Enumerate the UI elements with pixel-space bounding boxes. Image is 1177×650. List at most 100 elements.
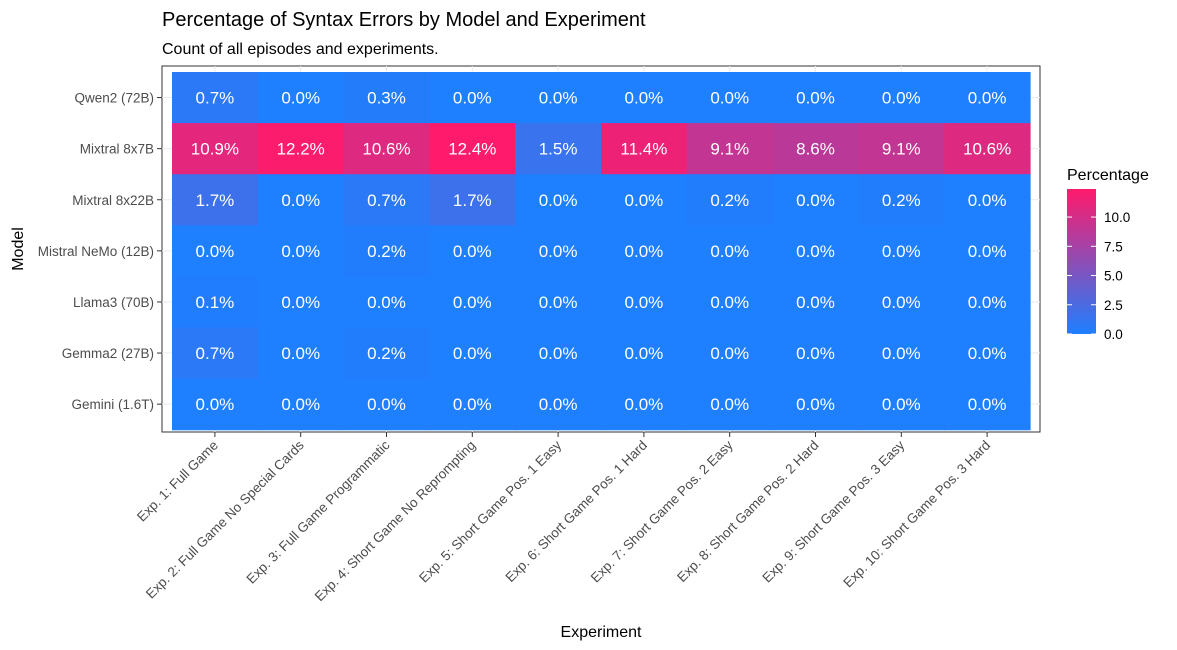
cell-value-label: 0.0%: [539, 191, 578, 210]
y-tick-label: Mistral NeMo (12B): [38, 244, 154, 259]
y-tick-label: Llama3 (70B): [73, 295, 154, 310]
cell-value-label: 0.7%: [196, 89, 235, 108]
legend-tick-label: 2.5: [1104, 298, 1123, 313]
legend-colorbar: [1067, 189, 1096, 334]
heatmap-cells: [172, 72, 1031, 431]
cell-value-label: 0.0%: [196, 242, 235, 261]
legend-title: Percentage: [1067, 167, 1149, 184]
heatmap-cell: [601, 378, 688, 431]
heatmap-cell: [172, 327, 259, 380]
heatmap-cell: [686, 225, 774, 277]
heatmap-cell: [772, 225, 859, 277]
cell-value-label: 9.1%: [882, 140, 921, 159]
heatmap-cell: [601, 72, 688, 124]
heatmap-cell: [257, 174, 345, 226]
cell-value-label: 0.0%: [539, 395, 578, 414]
cell-value-label: 0.0%: [796, 395, 835, 414]
heatmap-cell: [257, 276, 345, 329]
x-tick-label: Exp. 9: Short Game Pos. 3 Easy: [759, 437, 907, 585]
heatmap-cell: [515, 276, 602, 329]
heatmap-cell: [858, 378, 945, 431]
cell-value-label: 0.0%: [281, 395, 320, 414]
cell-value-label: 10.6%: [362, 140, 410, 159]
cell-value-label: 0.0%: [453, 293, 492, 312]
heatmap-cell: [858, 225, 945, 277]
heatmap-cell: [257, 327, 345, 380]
cell-value-label: 0.0%: [710, 242, 749, 261]
cell-value-label: 9.1%: [710, 140, 749, 159]
heatmap-cell: [429, 327, 516, 380]
heatmap-cell: [172, 276, 259, 329]
cell-value-label: 1.7%: [196, 191, 235, 210]
cell-value-label: 0.0%: [796, 242, 835, 261]
cell-value-label: 0.0%: [710, 395, 749, 414]
heatmap-cell: [772, 378, 859, 431]
heatmap-cell: [772, 123, 859, 175]
cell-value-label: 0.0%: [281, 293, 320, 312]
heatmap-cell: [172, 123, 259, 175]
heatmap-cell: [515, 327, 602, 380]
cell-value-label: 0.7%: [367, 191, 406, 210]
cell-value-label: 0.2%: [367, 344, 406, 363]
heatmap-cell: [257, 225, 345, 277]
heatmap-cell: [858, 174, 945, 226]
y-tick-label: Qwen2 (72B): [74, 91, 154, 106]
heatmap-cell: [944, 225, 1031, 277]
cell-value-label: 0.0%: [367, 395, 406, 414]
heatmap-cell: [343, 72, 430, 124]
heatmap-cell: [686, 72, 774, 124]
cell-value-label: 0.0%: [281, 191, 320, 210]
cell-value-label: 0.0%: [796, 344, 835, 363]
legend-tick-label: 5.0: [1104, 269, 1123, 284]
cell-value-label: 0.2%: [882, 191, 921, 210]
cell-value-label: 0.0%: [453, 242, 492, 261]
cell-value-label: 0.0%: [710, 89, 749, 108]
heatmap-cell: [858, 327, 945, 380]
cell-value-label: 0.0%: [625, 293, 664, 312]
heatmap-cell: [944, 276, 1031, 329]
legend-tick-label: 0.0: [1104, 327, 1123, 342]
y-tick-label: Mixtral 8x7B: [80, 142, 154, 157]
heatmap-cell: [257, 378, 345, 431]
heatmap-cell: [944, 327, 1031, 380]
cell-value-label: 0.0%: [539, 242, 578, 261]
heatmap-cell: [172, 72, 259, 124]
cell-value-label: 0.0%: [281, 89, 320, 108]
cell-value-label: 12.4%: [448, 140, 496, 159]
cell-value-label: 0.0%: [367, 293, 406, 312]
cell-value-label: 12.2%: [277, 140, 325, 159]
cell-value-label: 0.7%: [196, 344, 235, 363]
x-tick-label: Exp. 5: Short Game Pos. 1 Easy: [416, 437, 564, 585]
x-tick-label: Exp. 7: Short Game Pos. 2 Easy: [588, 437, 736, 585]
cell-value-label: 8.6%: [796, 140, 835, 159]
cell-value-label: 0.0%: [882, 89, 921, 108]
heatmap-cell: [257, 72, 345, 124]
heatmap-cell: [429, 174, 516, 226]
heatmap-cell: [515, 123, 602, 175]
heatmap-cell: [686, 276, 774, 329]
y-tick-label: Gemma2 (27B): [62, 346, 154, 361]
heatmap-cell: [343, 276, 430, 329]
cell-value-label: 0.0%: [968, 89, 1007, 108]
cell-value-label: 0.0%: [625, 89, 664, 108]
color-legend: Percentage 0.0 2.5 5.0 7.5 10.0: [1067, 167, 1149, 342]
cell-value-label: 0.0%: [710, 293, 749, 312]
heatmap-cell: [944, 72, 1031, 124]
heatmap-cell: [944, 123, 1031, 175]
cell-value-label: 0.2%: [367, 242, 406, 261]
cell-value-label: 0.0%: [882, 293, 921, 312]
cell-value-label: 1.7%: [453, 191, 492, 210]
x-tick-label: Exp. 6: Short Game Pos. 1 Hard: [503, 438, 650, 585]
cell-value-label: 0.0%: [968, 242, 1007, 261]
heatmap-cell: [515, 225, 602, 277]
x-tick-label: Exp. 10: Short Game Pos. 3 Hard: [840, 438, 993, 591]
cell-value-label: 0.0%: [453, 89, 492, 108]
heatmap-cell: [858, 276, 945, 329]
y-tick-label: Gemini (1.6T): [71, 397, 154, 412]
cell-value-label: 0.0%: [710, 344, 749, 363]
x-tick-label: Exp. 3: Full Game Programmatic: [244, 437, 393, 586]
heatmap-cell: [343, 123, 430, 175]
cell-value-label: 0.0%: [539, 293, 578, 312]
heatmap-cell: [429, 123, 516, 175]
